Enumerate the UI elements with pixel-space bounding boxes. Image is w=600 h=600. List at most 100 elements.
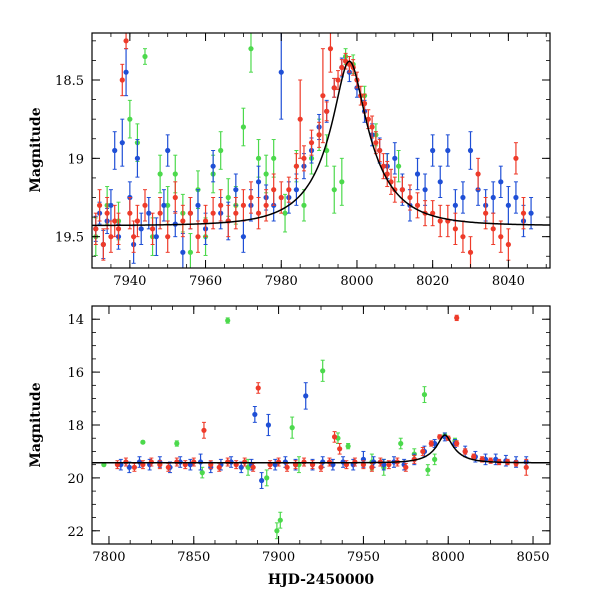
- data-point-red: [452, 226, 458, 232]
- model-curve: [92, 60, 550, 227]
- data-point-red: [365, 116, 371, 122]
- data-point-blue: [134, 155, 141, 161]
- data-point-blue: [255, 179, 262, 185]
- data-point-red: [149, 226, 156, 232]
- data-point-red: [242, 459, 248, 465]
- data-point-red: [373, 140, 379, 146]
- data-point-red: [454, 440, 460, 447]
- y-tick-label: 16: [67, 366, 84, 381]
- data-point-red: [462, 448, 468, 455]
- data-point-blue: [422, 187, 428, 193]
- data-point-red: [123, 459, 129, 465]
- data-point-green: [263, 171, 269, 177]
- data-point-blue: [498, 179, 504, 185]
- data-point-green: [320, 368, 326, 374]
- x-tick-label: 8040: [492, 274, 525, 289]
- data-point-red: [297, 116, 303, 122]
- data-point-green: [142, 53, 148, 60]
- data-point-red: [286, 187, 292, 193]
- data-point-green: [277, 517, 283, 523]
- data-point-green: [255, 155, 262, 161]
- x-tick-label: 7800: [92, 550, 125, 565]
- data-point-red: [513, 155, 519, 161]
- data-point-red: [202, 218, 209, 224]
- bottom-y-axis-label: Magnitude: [28, 382, 44, 467]
- y-tick-label: 18: [67, 419, 84, 434]
- data-point-red: [301, 155, 307, 161]
- data-point-blue: [278, 69, 284, 75]
- x-tick-label: 7850: [177, 550, 210, 565]
- data-point-blue: [414, 171, 421, 177]
- data-point-red: [275, 459, 282, 465]
- data-point-blue: [123, 69, 129, 75]
- data-point-red: [100, 241, 106, 248]
- data-point-green: [165, 202, 171, 208]
- top-ticks: 7940 7960 7980 8000 8020 8040 18.5 19 19.5: [55, 33, 550, 289]
- data-point-red: [174, 459, 180, 465]
- x-tick-label: 7960: [189, 274, 222, 289]
- data-point-red: [403, 464, 409, 470]
- data-point-green: [240, 124, 247, 130]
- data-point-green: [274, 528, 280, 534]
- data-point-red: [127, 210, 133, 216]
- data-point-red: [195, 234, 201, 240]
- data-point-blue: [513, 194, 519, 201]
- data-point-red: [301, 459, 307, 465]
- data-point-blue: [259, 477, 265, 484]
- data-point-red: [324, 108, 330, 114]
- data-point-green: [395, 163, 402, 169]
- data-point-red: [454, 315, 460, 321]
- y-tick-label: 18.5: [55, 74, 84, 89]
- data-point-red: [316, 132, 322, 138]
- x-tick-label: 7980: [265, 274, 298, 289]
- data-point-blue: [293, 187, 299, 193]
- data-point-blue: [392, 155, 398, 161]
- data-point-red: [513, 460, 519, 466]
- data-point-red: [187, 210, 194, 216]
- data-point-red: [520, 210, 527, 216]
- data-point-red: [460, 234, 466, 240]
- bottom-axes-frame: [91, 305, 551, 545]
- data-point-green: [248, 46, 254, 52]
- data-point-red: [320, 93, 326, 99]
- data-point-red: [399, 187, 405, 193]
- data-point-red: [108, 234, 114, 240]
- data-point-blue: [195, 202, 201, 208]
- data-point-green: [172, 171, 178, 177]
- data-point-red: [475, 171, 481, 177]
- data-point-red: [142, 202, 148, 208]
- data-point-green: [174, 440, 180, 447]
- data-point-red: [428, 440, 434, 447]
- data-point-blue: [180, 249, 186, 255]
- data-point-blue: [138, 226, 144, 232]
- data-point-blue: [210, 163, 216, 169]
- data-point-red: [93, 226, 99, 232]
- bottom-plot-area: [92, 314, 550, 540]
- data-point-red: [134, 218, 141, 224]
- data-point-red: [483, 210, 489, 216]
- data-point-red: [191, 459, 197, 465]
- data-point-blue: [490, 194, 496, 201]
- data-point-red: [271, 187, 277, 193]
- data-point-blue: [430, 147, 436, 154]
- data-point-red: [96, 202, 103, 208]
- data-point-green: [225, 317, 231, 324]
- data-point-red: [255, 385, 261, 391]
- data-point-green: [282, 210, 288, 216]
- data-point-red: [386, 462, 392, 468]
- data-point-green: [345, 443, 351, 449]
- data-point-blue: [126, 464, 132, 470]
- data-point-red: [490, 226, 496, 232]
- data-point-green: [398, 440, 404, 447]
- x-tick-label: 7900: [262, 550, 295, 565]
- y-tick-label: 19: [67, 152, 84, 167]
- data-point-green: [421, 391, 428, 398]
- data-point-red: [430, 210, 436, 216]
- data-point-green: [271, 155, 277, 161]
- x-tick-label: 8050: [516, 550, 549, 565]
- data-point-blue: [153, 234, 159, 240]
- data-point-green: [218, 147, 224, 154]
- data-point-blue: [197, 459, 204, 465]
- data-point-red: [335, 77, 341, 83]
- data-point-red: [172, 194, 178, 201]
